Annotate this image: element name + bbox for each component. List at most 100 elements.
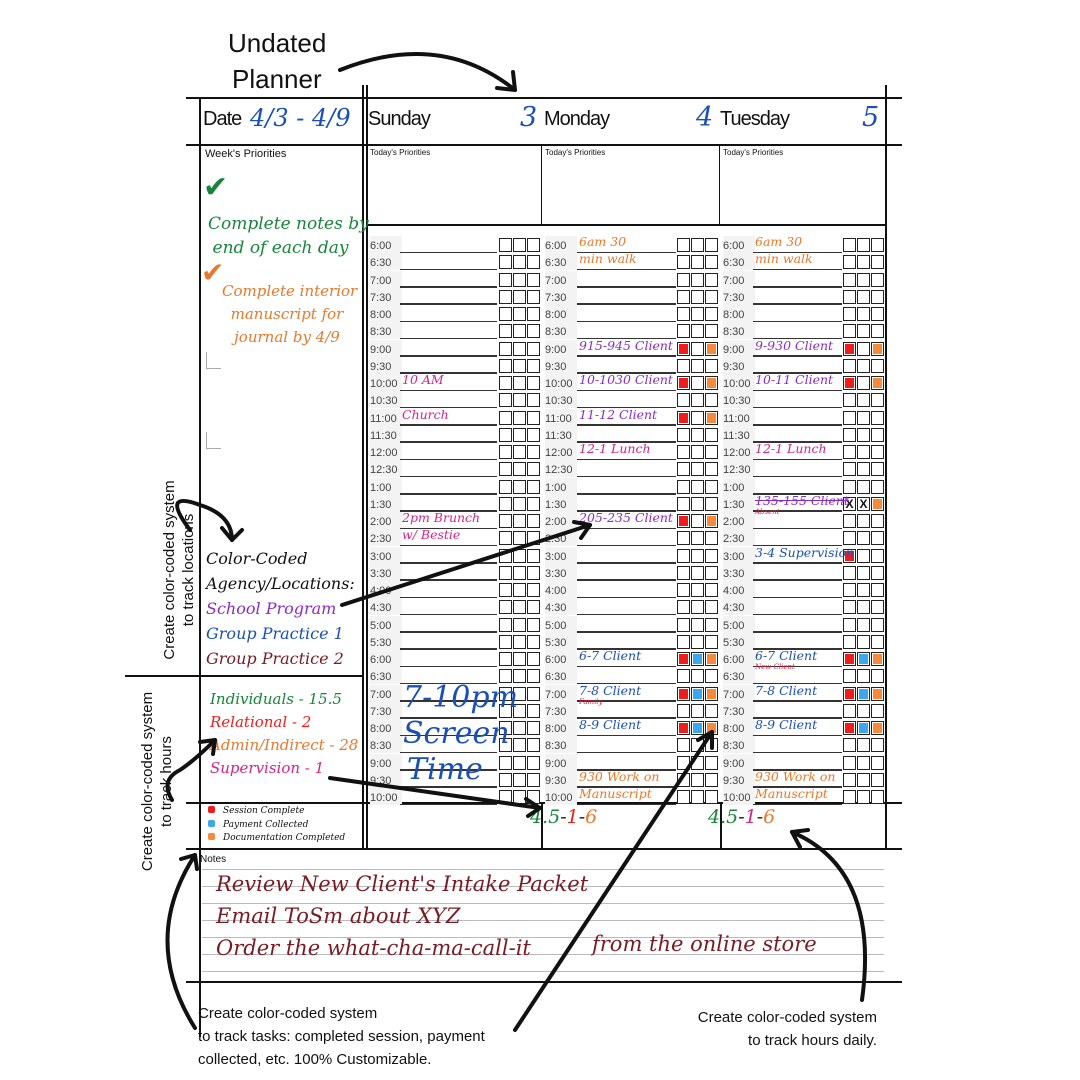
time-slot[interactable]: 12:00 12-1 Lunch [723, 441, 885, 460]
status-checkbox[interactable] [527, 703, 540, 718]
status-checkbox[interactable] [677, 393, 690, 408]
time-slot[interactable]: 8:00 8-9 Client [723, 717, 885, 736]
status-checkbox[interactable] [843, 617, 856, 632]
time-slot[interactable]: 4:30 [723, 598, 885, 616]
status-checkbox[interactable] [857, 410, 870, 425]
status-checkbox[interactable] [843, 652, 856, 666]
status-checkbox[interactable] [499, 410, 512, 425]
status-checkbox[interactable] [499, 669, 512, 684]
date-range[interactable]: 4/3 - 4/9 [250, 104, 351, 132]
status-checkbox[interactable] [871, 634, 884, 649]
time-slot[interactable]: 3:30 [723, 563, 885, 581]
time-slot[interactable]: 6:00 6-7 Client [723, 648, 885, 667]
status-checkbox[interactable] [843, 324, 856, 339]
status-checkbox[interactable] [871, 307, 884, 321]
status-checkbox[interactable] [677, 617, 690, 632]
status-checkbox[interactable] [871, 445, 884, 459]
slot-entry[interactable]: 7-8 Client [755, 682, 818, 698]
day-number[interactable]: 3 [520, 102, 538, 133]
status-checkbox[interactable] [857, 703, 870, 718]
status-checkbox[interactable] [871, 772, 884, 787]
slot-entry[interactable]: 205-235 Client [579, 510, 673, 525]
status-checkbox[interactable] [513, 669, 526, 684]
slot-entry[interactable]: 6-7 Client [755, 648, 818, 663]
status-checkbox[interactable] [705, 790, 718, 804]
time-slot[interactable]: 10:00 [370, 788, 541, 805]
status-checkbox[interactable] [843, 358, 856, 373]
status-checkbox[interactable] [677, 376, 690, 390]
slot-entry[interactable]: 6am 30 [579, 234, 627, 249]
time-slot[interactable]: 7:00 [545, 270, 719, 288]
slot-entry[interactable]: 135-155 Client [755, 492, 849, 508]
status-checkbox[interactable] [705, 634, 718, 649]
time-slot[interactable]: 6:00 [370, 650, 541, 667]
status-checkbox[interactable] [857, 445, 870, 459]
time-slot[interactable]: 7:00 [723, 270, 885, 288]
status-checkbox[interactable] [705, 255, 718, 270]
status-checkbox[interactable] [871, 721, 884, 735]
status-checkbox[interactable] [857, 634, 870, 649]
status-checkbox[interactable] [527, 772, 540, 787]
status-checkbox[interactable] [527, 565, 540, 580]
status-checkbox[interactable] [871, 358, 884, 373]
screen-time-note[interactable]: Screen [403, 716, 510, 751]
status-checkbox[interactable] [843, 289, 856, 304]
time-slot[interactable]: 10:00 10 AM [370, 372, 541, 391]
notes-extra[interactable]: from the online store [592, 932, 817, 956]
status-checkbox[interactable] [871, 617, 884, 632]
time-slot[interactable]: 7:00 [370, 270, 541, 288]
status-checkbox[interactable] [843, 479, 856, 494]
status-checkbox[interactable] [705, 721, 718, 735]
status-checkbox[interactable] [705, 583, 718, 597]
status-checkbox[interactable] [499, 652, 512, 666]
status-checkbox[interactable] [527, 307, 540, 321]
status-checkbox[interactable] [527, 583, 540, 597]
status-checkbox[interactable] [527, 238, 540, 252]
status-checkbox[interactable] [691, 427, 704, 442]
status-checkbox[interactable] [527, 462, 540, 477]
status-checkbox[interactable] [677, 272, 690, 287]
time-slot[interactable]: 10:00 10-11 Client [723, 372, 885, 391]
status-checkbox[interactable] [691, 255, 704, 270]
status-checkbox[interactable] [857, 393, 870, 408]
time-slot[interactable]: 10:00 Manuscript [723, 786, 885, 805]
status-checkbox[interactable] [513, 479, 526, 494]
status-checkbox[interactable] [513, 686, 526, 701]
status-checkbox[interactable] [857, 790, 870, 804]
time-slot[interactable]: 8:30 [723, 322, 885, 340]
status-checkbox[interactable] [857, 652, 870, 666]
time-slot[interactable]: 5:00 [545, 615, 719, 633]
status-checkbox[interactable] [705, 514, 718, 528]
day-number[interactable]: 4 [696, 102, 714, 133]
status-checkbox[interactable] [843, 393, 856, 408]
status-checkbox[interactable] [677, 703, 690, 718]
status-checkbox[interactable] [857, 479, 870, 494]
status-checkbox[interactable] [705, 410, 718, 425]
status-checkbox[interactable] [871, 272, 884, 287]
status-checkbox[interactable] [513, 634, 526, 649]
time-slot[interactable]: 7:30 [370, 701, 541, 719]
time-slot[interactable]: 9:30 [723, 356, 885, 374]
time-slot[interactable]: 11:30 [370, 425, 541, 443]
slot-entry[interactable]: min walk [579, 251, 637, 267]
status-checkbox[interactable] [677, 255, 690, 270]
time-slot[interactable]: 1:00 [545, 477, 719, 495]
status-checkbox[interactable] [857, 755, 870, 770]
time-slot[interactable]: 11:30 [545, 425, 719, 443]
status-checkbox[interactable] [691, 669, 704, 684]
status-checkbox[interactable] [705, 703, 718, 718]
status-checkbox[interactable] [527, 686, 540, 701]
slot-entry[interactable]: Church [402, 406, 449, 422]
time-slot[interactable]: 1:00 [370, 477, 541, 495]
status-checkbox[interactable] [513, 289, 526, 304]
status-checkbox[interactable] [871, 341, 884, 356]
time-slot[interactable]: 9:30 [370, 356, 541, 374]
time-slot[interactable]: 6:00 [370, 236, 541, 253]
slot-entry[interactable]: 12-1 Lunch [579, 441, 651, 456]
status-checkbox[interactable] [857, 565, 870, 580]
time-slot[interactable]: 6:30 [370, 253, 541, 271]
status-checkbox[interactable] [513, 324, 526, 339]
status-checkbox[interactable] [513, 721, 526, 735]
daily-hours-total[interactable]: 4.5-1-6 [708, 806, 775, 828]
status-checkbox[interactable] [677, 686, 690, 701]
